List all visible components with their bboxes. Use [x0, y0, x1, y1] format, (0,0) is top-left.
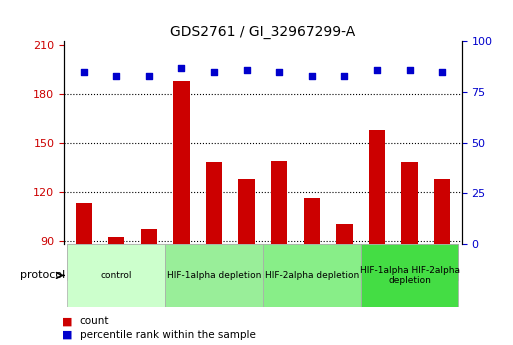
FancyBboxPatch shape	[100, 244, 132, 280]
Bar	[141, 229, 157, 244]
Point	[405, 67, 413, 72]
Text: HIF-1alpha depletion: HIF-1alpha depletion	[167, 271, 261, 280]
FancyBboxPatch shape	[165, 244, 263, 307]
Point	[112, 73, 121, 79]
Bar	[369, 129, 385, 244]
Point	[80, 69, 88, 75]
Point	[340, 73, 348, 79]
Bar	[206, 162, 222, 244]
Text: HIF-2alpha depletion: HIF-2alpha depletion	[265, 271, 359, 280]
Bar	[173, 81, 190, 244]
Text: control: control	[101, 271, 132, 280]
FancyBboxPatch shape	[67, 244, 100, 280]
Point	[177, 65, 186, 70]
Bar	[239, 178, 255, 244]
Bar	[401, 162, 418, 244]
FancyBboxPatch shape	[198, 244, 230, 280]
Point	[373, 67, 381, 72]
FancyBboxPatch shape	[67, 244, 165, 307]
Bar	[271, 160, 287, 244]
Point	[145, 73, 153, 79]
FancyBboxPatch shape	[263, 244, 295, 280]
Point	[275, 69, 283, 75]
Text: percentile rank within the sample: percentile rank within the sample	[80, 330, 255, 340]
Text: protocol: protocol	[19, 270, 65, 280]
Point	[243, 67, 251, 72]
FancyBboxPatch shape	[263, 244, 361, 307]
FancyBboxPatch shape	[165, 244, 198, 280]
Bar	[434, 178, 450, 244]
Point	[210, 69, 218, 75]
Text: ■: ■	[62, 316, 72, 326]
FancyBboxPatch shape	[361, 244, 459, 307]
Bar	[336, 224, 352, 244]
FancyBboxPatch shape	[230, 244, 263, 280]
FancyBboxPatch shape	[132, 244, 165, 280]
FancyBboxPatch shape	[295, 244, 328, 280]
FancyBboxPatch shape	[393, 244, 426, 280]
Title: GDS2761 / GI_32967299-A: GDS2761 / GI_32967299-A	[170, 25, 356, 39]
Bar	[304, 198, 320, 244]
Text: ■: ■	[62, 330, 72, 340]
Point	[438, 69, 446, 75]
Text: count: count	[80, 316, 109, 326]
Text: HIF-1alpha HIF-2alpha
depletion: HIF-1alpha HIF-2alpha depletion	[360, 266, 460, 285]
FancyBboxPatch shape	[426, 244, 459, 280]
Bar	[75, 203, 92, 244]
Point	[308, 73, 316, 79]
Bar	[108, 237, 125, 244]
FancyBboxPatch shape	[328, 244, 361, 280]
FancyBboxPatch shape	[361, 244, 393, 280]
